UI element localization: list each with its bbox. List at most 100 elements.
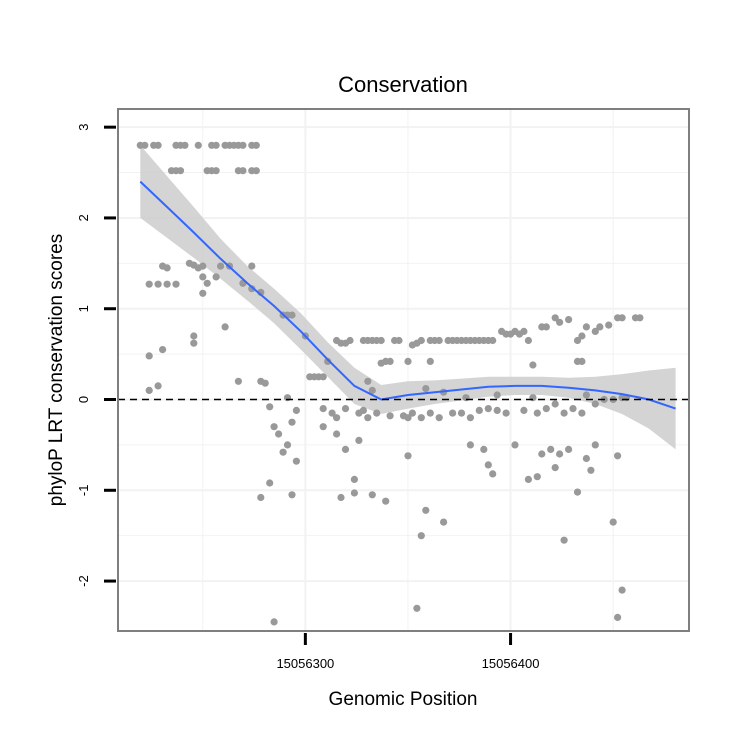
data-point bbox=[319, 405, 327, 413]
data-point bbox=[484, 405, 492, 413]
y-tick-label: -2 bbox=[76, 575, 91, 587]
confidence-ribbon bbox=[140, 145, 676, 450]
data-point bbox=[587, 466, 595, 474]
data-point bbox=[270, 423, 278, 431]
data-point bbox=[145, 386, 153, 394]
data-point bbox=[578, 332, 586, 340]
data-point bbox=[283, 441, 292, 449]
y-tick-label: 0 bbox=[76, 396, 91, 403]
data-point bbox=[573, 336, 582, 345]
data-point bbox=[489, 336, 497, 345]
data-point bbox=[221, 323, 229, 331]
data-point bbox=[408, 409, 416, 417]
plot-border bbox=[117, 108, 690, 632]
data-point bbox=[145, 280, 153, 288]
data-point bbox=[355, 436, 363, 444]
grid bbox=[118, 109, 689, 631]
data-point bbox=[176, 167, 185, 175]
data-point bbox=[141, 141, 149, 149]
x-tick-label: 15056400 bbox=[482, 656, 540, 671]
data-point bbox=[404, 414, 412, 422]
y-tick-label: 1 bbox=[76, 305, 91, 312]
data-point bbox=[422, 385, 430, 393]
data-point bbox=[386, 412, 394, 420]
data-point bbox=[292, 406, 300, 414]
data-point bbox=[493, 391, 501, 399]
data-point bbox=[502, 409, 510, 417]
data-point bbox=[364, 414, 372, 422]
data-point bbox=[511, 441, 519, 449]
data-point bbox=[417, 414, 425, 422]
data-point bbox=[386, 357, 394, 365]
data-point bbox=[591, 400, 599, 408]
data-point bbox=[248, 285, 256, 293]
data-point bbox=[333, 414, 341, 422]
data-point bbox=[560, 536, 568, 544]
data-point bbox=[413, 604, 421, 612]
data-point bbox=[346, 336, 354, 345]
data-point bbox=[618, 586, 626, 594]
y-tick-label: -1 bbox=[76, 485, 91, 497]
data-point bbox=[573, 488, 582, 496]
data-point bbox=[605, 321, 613, 329]
data-point bbox=[440, 518, 448, 526]
data-point bbox=[324, 357, 332, 365]
smooth-line bbox=[139, 180, 676, 410]
data-point bbox=[404, 357, 412, 365]
data-point bbox=[239, 167, 247, 175]
data-point bbox=[493, 406, 501, 414]
data-point bbox=[373, 409, 381, 417]
data-point bbox=[529, 361, 537, 369]
confidence-band bbox=[140, 145, 676, 450]
data-point bbox=[212, 167, 220, 175]
data-point bbox=[417, 336, 425, 345]
data-point bbox=[542, 323, 550, 331]
data-point bbox=[596, 323, 604, 331]
x-axis-label: Genomic Position bbox=[329, 689, 478, 710]
data-point bbox=[337, 493, 345, 502]
data-point bbox=[212, 141, 220, 149]
data-point bbox=[636, 314, 644, 322]
data-point bbox=[614, 613, 622, 622]
data-point bbox=[533, 409, 541, 417]
data-point bbox=[350, 489, 358, 497]
y-axis: -2 -1 0 1 2 3 bbox=[76, 124, 116, 587]
data-point bbox=[556, 318, 564, 326]
data-point bbox=[199, 289, 207, 297]
data-point bbox=[578, 409, 586, 417]
data-point bbox=[368, 491, 376, 499]
data-point bbox=[292, 457, 300, 465]
data-point bbox=[319, 423, 327, 431]
data-point bbox=[475, 406, 483, 414]
data-point bbox=[466, 414, 474, 422]
data-point bbox=[565, 445, 573, 453]
data-point bbox=[270, 618, 278, 626]
x-axis: 15056400 15056300 bbox=[276, 633, 539, 671]
data-point bbox=[199, 262, 207, 270]
data-point bbox=[569, 405, 577, 413]
data-point bbox=[266, 403, 274, 411]
data-point bbox=[404, 452, 412, 460]
data-point bbox=[217, 262, 225, 270]
data-point bbox=[556, 450, 564, 458]
data-point bbox=[480, 445, 488, 453]
data-point bbox=[203, 279, 211, 287]
data-point bbox=[261, 379, 269, 387]
data-point bbox=[520, 406, 528, 414]
data-point bbox=[154, 382, 162, 390]
y-tick-label: 3 bbox=[76, 124, 91, 131]
data-point bbox=[199, 273, 207, 281]
data-point bbox=[252, 167, 260, 175]
loess-line bbox=[139, 180, 676, 410]
data-point bbox=[582, 454, 591, 463]
data-point bbox=[172, 280, 180, 288]
data-point bbox=[551, 400, 559, 408]
data-point bbox=[234, 377, 242, 385]
y-axis-label: phyloP LRT conservation scores bbox=[46, 234, 67, 507]
data-point bbox=[154, 280, 162, 288]
data-point bbox=[288, 418, 296, 426]
data-point bbox=[359, 406, 367, 414]
data-point bbox=[275, 430, 283, 438]
data-point bbox=[551, 314, 559, 322]
